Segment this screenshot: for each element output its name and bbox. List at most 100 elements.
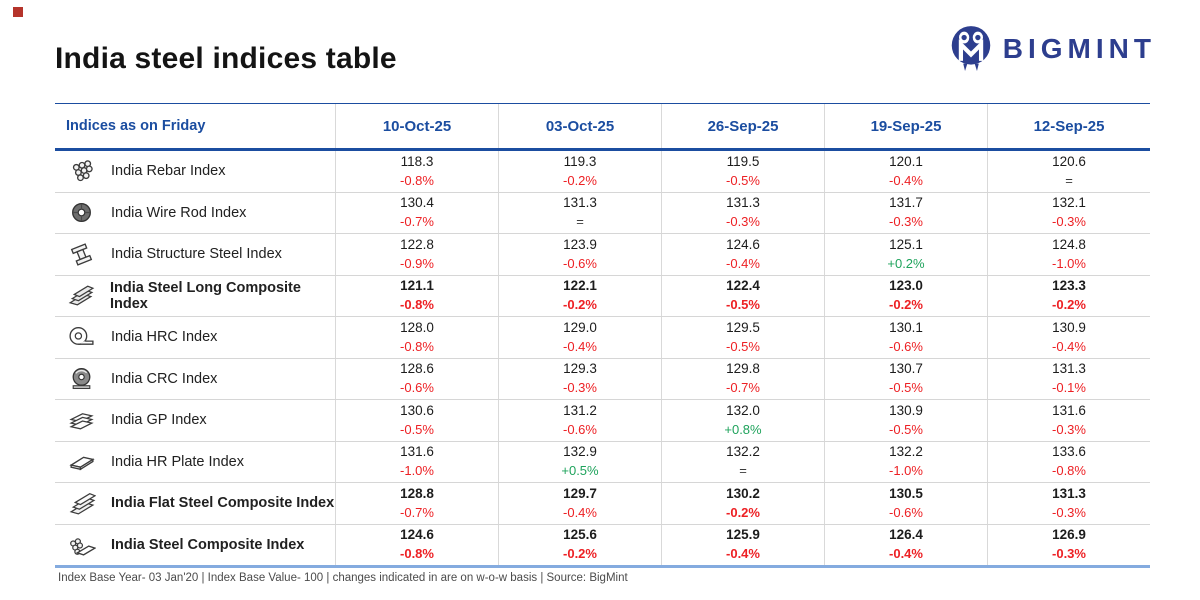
index-name: India Rebar Index <box>111 163 226 180</box>
value-cell: 131.7 -0.3% <box>824 192 987 233</box>
wow-change: -0.4% <box>726 546 760 562</box>
index-name: India Steel Long Composite Index <box>110 279 301 312</box>
date-column-header: 26-Sep-25 <box>661 104 824 148</box>
wow-change: +0.8% <box>724 421 762 437</box>
table-row: India Rebar Index 118.3 -0.8% 119.3 -0.2% 11… <box>55 151 1150 193</box>
index-value: 131.3 <box>563 195 597 211</box>
long-steel-stack-icon <box>66 281 95 310</box>
index-name: India Structure Steel Index <box>111 246 282 263</box>
wow-change: -0.3% <box>1052 546 1086 562</box>
date-column-header: 12-Sep-25 <box>987 104 1150 148</box>
index-value: 131.2 <box>563 402 597 418</box>
value-cell: 132.2 = <box>661 441 824 482</box>
value-cell: 119.3 -0.2% <box>498 151 661 192</box>
index-value: 133.6 <box>1052 444 1086 460</box>
table-row: India HRC Index 128.0 -0.8% 129.0 -0.4% 129.… <box>55 317 1150 359</box>
value-cell: 124.6 -0.4% <box>661 234 824 275</box>
value-cell: 126.4 -0.4% <box>824 524 987 565</box>
bigmint-logo: BIGMINT <box>949 24 1156 74</box>
value-cell: 124.8 -1.0% <box>987 234 1150 275</box>
wow-change: -0.5% <box>726 297 760 313</box>
value-cell: 129.8 -0.7% <box>661 358 824 399</box>
index-value: 120.1 <box>889 153 923 169</box>
structure-steel-icon <box>66 240 96 269</box>
value-cell: 131.2 -0.6% <box>498 400 661 441</box>
index-value: 130.2 <box>726 485 760 501</box>
wow-change: -0.8% <box>400 172 434 188</box>
wow-change: -0.8% <box>1052 463 1086 479</box>
value-cell: 130.5 -0.6% <box>824 483 987 524</box>
wow-change: -0.5% <box>726 172 760 188</box>
value-cell: 125.1 +0.2% <box>824 234 987 275</box>
value-cell: 131.3 -0.1% <box>987 358 1150 399</box>
indices-table: Indices as on Friday 10-Oct-25 03-Oct-25… <box>55 103 1150 568</box>
index-value: 128.6 <box>400 361 434 377</box>
index-value: 125.1 <box>889 236 923 252</box>
value-cell: 130.4 -0.7% <box>335 192 498 233</box>
value-cell: 131.3 -0.3% <box>987 483 1150 524</box>
index-value: 121.1 <box>400 278 434 294</box>
index-value: 125.9 <box>726 527 760 543</box>
index-value: 119.5 <box>726 153 760 169</box>
wow-change: -0.2% <box>563 172 597 188</box>
crc-coil-icon <box>66 364 96 393</box>
wow-change: -0.1% <box>1052 380 1086 396</box>
value-cell: 130.1 -0.6% <box>824 317 987 358</box>
index-value: 130.4 <box>400 195 434 211</box>
value-cell: 131.6 -0.3% <box>987 400 1150 441</box>
wow-change: -0.3% <box>1052 214 1086 230</box>
index-value: 132.9 <box>563 444 597 460</box>
wow-change: -0.4% <box>726 255 760 271</box>
index-name: India HRC Index <box>111 329 218 346</box>
date-column-header: 19-Sep-25 <box>824 104 987 148</box>
value-cell: 132.1 -0.3% <box>987 192 1150 233</box>
hr-plate-icon <box>66 447 96 476</box>
bigmint-owl-monogram-icon <box>949 24 993 74</box>
corner-header: Indices as on Friday <box>66 118 206 134</box>
index-value: 125.6 <box>563 527 597 543</box>
hrc-coil-icon <box>66 323 96 352</box>
wow-change: -0.5% <box>889 380 923 396</box>
table-header-row: Indices as on Friday 10-Oct-25 03-Oct-25… <box>55 103 1150 151</box>
rebar-bundle-icon <box>66 157 96 186</box>
value-cell: 126.9 -0.3% <box>987 524 1150 565</box>
wow-change: -0.5% <box>889 421 923 437</box>
wow-change: -1.0% <box>889 463 923 479</box>
wow-change: -0.4% <box>889 172 923 188</box>
steel-composite-icon <box>66 530 96 559</box>
wow-change: -0.8% <box>400 338 434 354</box>
value-cell: 130.9 -0.5% <box>824 400 987 441</box>
value-cell: 123.0 -0.2% <box>824 275 987 316</box>
wow-change: +0.5% <box>561 463 599 479</box>
wow-change: -0.4% <box>1052 338 1086 354</box>
index-name: India HR Plate Index <box>111 453 244 470</box>
wow-change: -0.3% <box>726 214 760 230</box>
index-value: 132.2 <box>889 444 923 460</box>
wow-change: -0.8% <box>400 297 434 313</box>
flat-steel-stack-icon <box>66 489 96 518</box>
wow-change: -0.2% <box>563 546 597 562</box>
wow-change: -0.8% <box>400 546 434 562</box>
wow-change: -0.6% <box>889 504 923 520</box>
value-cell: 118.3 -0.8% <box>335 151 498 192</box>
wow-change: -0.9% <box>400 255 434 271</box>
index-value: 118.3 <box>400 153 434 169</box>
wow-change: -0.4% <box>889 546 923 562</box>
value-cell: 120.6 = <box>987 151 1150 192</box>
wow-change: = <box>576 214 584 230</box>
value-cell: 129.3 -0.3% <box>498 358 661 399</box>
wow-change: -0.3% <box>1052 504 1086 520</box>
index-value: 122.4 <box>726 278 760 294</box>
index-value: 131.3 <box>1052 485 1086 501</box>
index-value: 120.6 <box>1052 153 1086 169</box>
index-value: 124.8 <box>1052 236 1086 252</box>
table-row: India Wire Rod Index 130.4 -0.7% 131.3 = 131… <box>55 192 1150 234</box>
index-value: 123.9 <box>563 236 597 252</box>
value-cell: 129.5 -0.5% <box>661 317 824 358</box>
wow-change: -0.2% <box>1052 297 1086 313</box>
wow-change: -0.3% <box>563 380 597 396</box>
table-row: India HR Plate Index 131.6 -1.0% 132.9 +0.5… <box>55 441 1150 483</box>
value-cell: 131.6 -1.0% <box>335 441 498 482</box>
wow-change: -0.5% <box>726 338 760 354</box>
index-name: India Wire Rod Index <box>111 204 247 221</box>
